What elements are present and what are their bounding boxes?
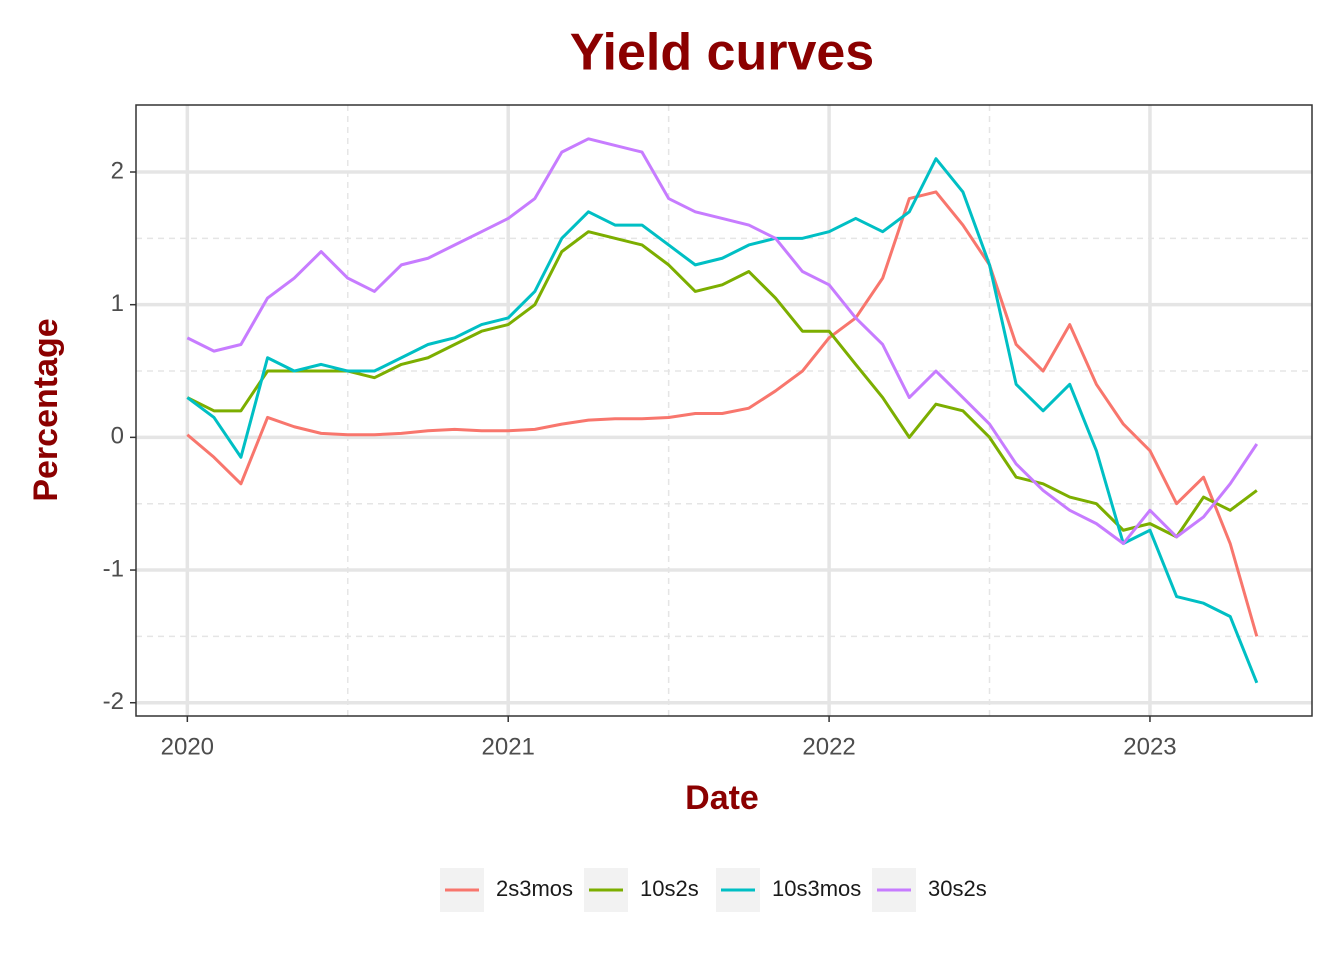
x-tick-label: 2022 <box>802 733 855 760</box>
y-tick-label: 2 <box>111 157 124 184</box>
series-line <box>186 230 1258 539</box>
x-tick-label: 2023 <box>1123 733 1176 760</box>
y-axis-title: Percentage <box>27 318 65 501</box>
series-line <box>186 190 1259 637</box>
series-line <box>186 137 1259 546</box>
series-line <box>186 157 1259 684</box>
legend-label: 2s3mos <box>496 876 573 901</box>
legend-label: 10s2s <box>640 876 699 901</box>
plot-border <box>135 104 1313 717</box>
y-tick-label: -2 <box>103 688 124 715</box>
chart-title: Yield curves <box>570 24 874 82</box>
legend-label: 30s2s <box>928 876 987 901</box>
y-tick-label: -1 <box>103 555 124 582</box>
y-tick-label: 1 <box>111 290 124 317</box>
x-tick-label: 2020 <box>161 733 214 760</box>
y-tick-label: 0 <box>111 423 124 450</box>
x-axis-title: Date <box>685 779 759 817</box>
x-tick-label: 2021 <box>482 733 535 760</box>
legend-label: 10s3mos <box>772 876 861 901</box>
